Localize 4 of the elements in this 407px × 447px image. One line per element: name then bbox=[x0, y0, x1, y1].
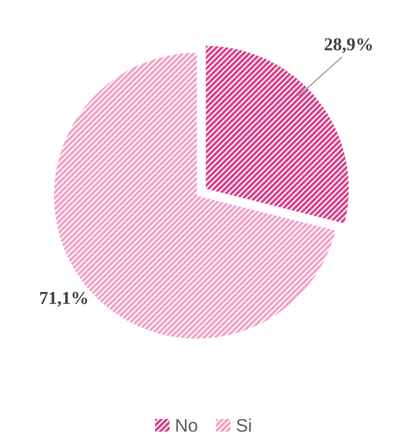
legend-label: Si bbox=[236, 418, 251, 432]
data-label: 71,1% bbox=[40, 292, 88, 307]
data-label: 28,9% bbox=[324, 38, 372, 54]
legend-label: No bbox=[176, 419, 198, 432]
